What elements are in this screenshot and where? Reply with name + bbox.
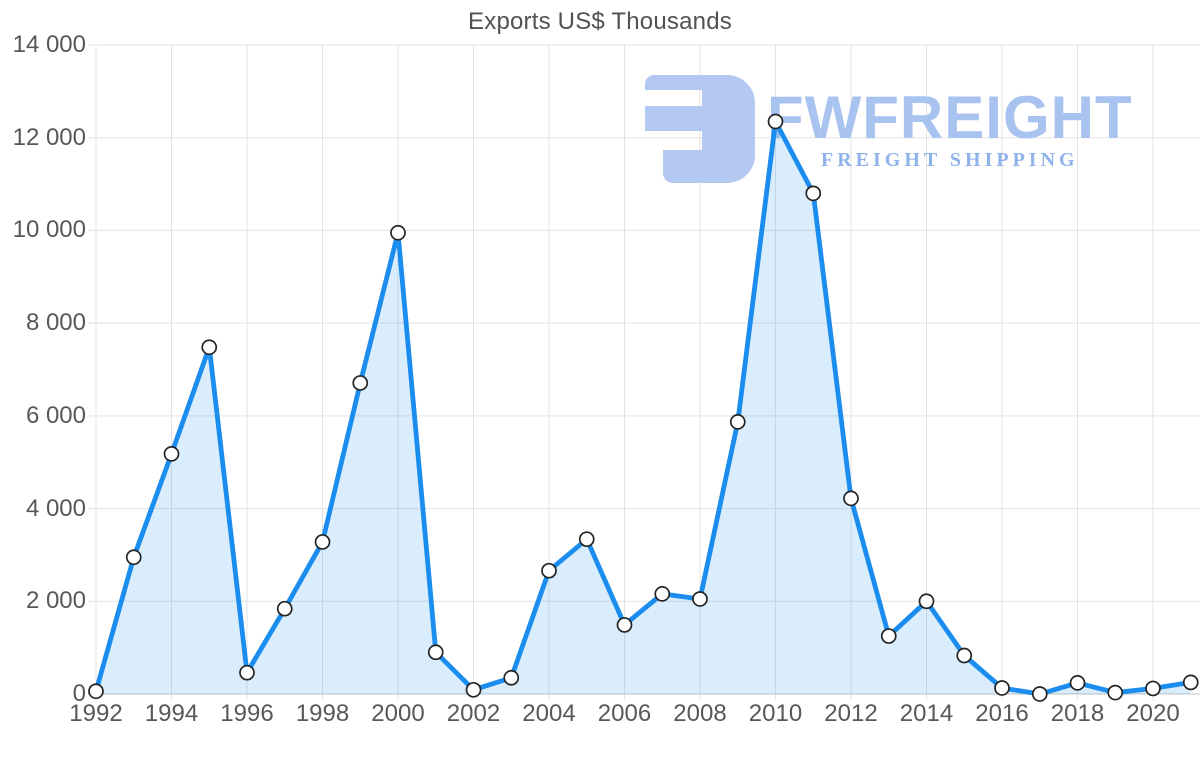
y-axis-label: 8 000 <box>25 309 86 337</box>
y-axis-label: 0 <box>72 680 86 707</box>
fwfreight-logo-icon <box>645 75 755 183</box>
series-line <box>93 119 1194 697</box>
data-point[interactable]: 2005: 3340 <box>578 531 595 548</box>
data-point[interactable]: 2014: 2000 <box>918 593 935 610</box>
x-axis-label: 2008 <box>673 700 727 727</box>
y-axis-label: 12 000 <box>12 123 86 151</box>
watermark: FWFREIGHT FREIGHT SHIPPING <box>645 75 1133 183</box>
data-point[interactable]: 2021: 250 <box>1182 674 1199 691</box>
y-axis-label: 6 000 <box>25 401 86 429</box>
data-point[interactable]: 2001: 900 <box>427 644 444 661</box>
watermark-subtitle: FREIGHT SHIPPING <box>821 149 1079 171</box>
x-axis-label: 2002 <box>446 700 501 727</box>
data-point[interactable]: 2016: 130 <box>994 680 1010 696</box>
data-point[interactable]: 1996: 460 <box>239 664 255 681</box>
data-point[interactable]: 2004: 2660 <box>541 562 557 579</box>
y-axis-label: 10 000 <box>12 216 86 244</box>
data-point[interactable]: 2002: 90 <box>465 681 482 698</box>
data-point[interactable]: 2009: 5870 <box>729 414 746 430</box>
data-point[interactable]: 1994: 5180 <box>163 446 180 462</box>
x-axis-label: 2010 <box>748 700 803 727</box>
x-axis-label: 2006 <box>597 700 652 727</box>
data-point[interactable]: 2007: 2160 <box>654 586 671 602</box>
data-point[interactable]: 2012: 4220 <box>843 490 859 507</box>
y-axis-label: 2 000 <box>25 587 86 615</box>
area-fill <box>96 121 1191 694</box>
data-point[interactable]: 1993: 2950 <box>125 549 142 566</box>
data-point[interactable]: 1997: 1840 <box>276 600 293 617</box>
data-point[interactable]: 1992: 60 <box>88 683 104 700</box>
data-point[interactable]: 2017: 0 <box>1031 686 1048 702</box>
x-axis-label: 1998 <box>295 700 350 727</box>
x-axis-label: 2020 <box>1126 700 1180 727</box>
data-point[interactable]: 2006: 1490 <box>616 617 633 633</box>
data-point[interactable]: 2003: 350 <box>503 669 520 686</box>
data-point[interactable]: 2020: 120 <box>1145 680 1161 697</box>
x-axis-label: 1996 <box>220 700 274 727</box>
data-point[interactable]: 2008: 2050 <box>692 591 708 607</box>
x-axis-label: 1994 <box>144 700 199 727</box>
data-point[interactable]: 2000: 9950 <box>390 224 406 241</box>
data-point[interactable]: 1995: 7480 <box>201 339 218 356</box>
data-point[interactable]: 2019: 30 <box>1107 684 1124 701</box>
x-axis-label: 2004 <box>522 700 576 727</box>
data-point[interactable]: 2011: 10800 <box>805 185 822 202</box>
x-axis-label: 2000 <box>371 700 425 727</box>
data-point[interactable]: 2010: 12350 <box>767 113 784 130</box>
data-point[interactable]: 1999: 6710 <box>352 375 369 391</box>
y-axis-label: 4 000 <box>25 494 86 522</box>
x-axis-label: 2018 <box>1050 700 1105 727</box>
chart-title: Exports US$ Thousands <box>468 8 732 35</box>
data-point[interactable]: 1998: 3280 <box>314 534 331 550</box>
data-point[interactable]: 2013: 1250 <box>880 628 897 644</box>
x-axis-label: 2012 <box>824 700 878 727</box>
data-point[interactable]: 2015: 830 <box>956 647 973 664</box>
x-axis-label: 1992 <box>69 700 123 727</box>
data-point[interactable]: 2018: 240 <box>1069 675 1086 691</box>
x-axis-label: 2016 <box>975 700 1029 727</box>
watermark-text: FWFREIGHT FREIGHT SHIPPING <box>767 75 1133 172</box>
x-axis-label: 2014 <box>899 700 954 727</box>
watermark-title: FWFREIGHT <box>767 84 1133 151</box>
